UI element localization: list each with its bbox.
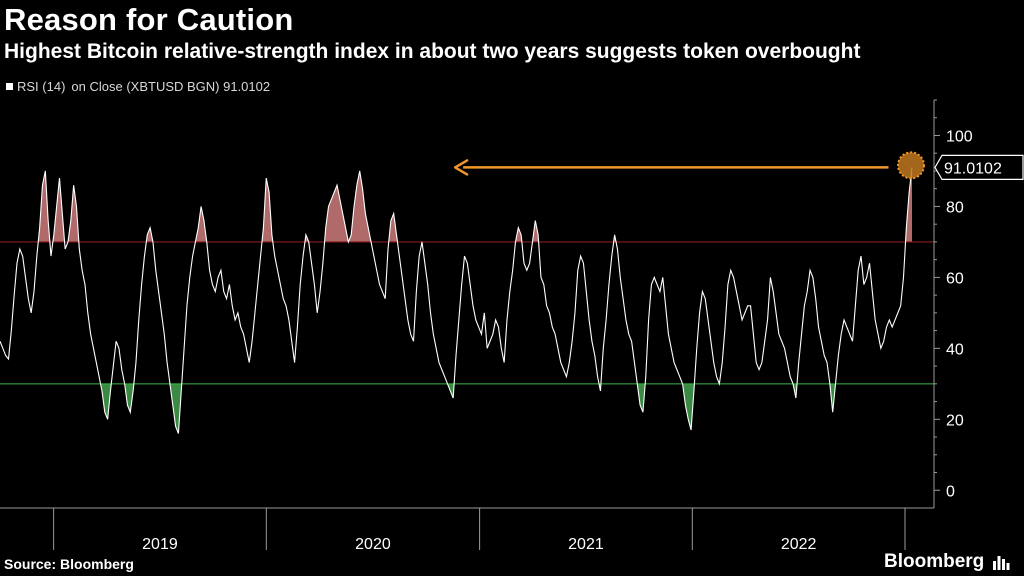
brand-name: Bloomberg (884, 551, 985, 572)
rsi-series-line (0, 167, 913, 434)
brand-logo: Bloomberg (884, 551, 1010, 573)
legend-swatch (6, 83, 13, 90)
chart-legend: RSI (14) on Close (XBTUSD BGN) 91.0102 (6, 79, 270, 94)
arrow-head-icon (453, 159, 469, 176)
oversold-area (100, 383, 836, 434)
y-tick-label: 100 (946, 128, 973, 145)
y-tick-label: 80 (946, 199, 964, 216)
y-tick-label: 0 (946, 483, 955, 500)
rsi-line-chart: 0 20 40 60 80 100 2019 2020 2021 2022 91.0102 (0, 99, 1024, 552)
legend-series-label: RSI (14) (17, 79, 66, 94)
x-tick-label: 2022 (781, 536, 817, 552)
latest-value-annotation: 91.0102 (453, 151, 1024, 180)
bloomberg-logo-icon (993, 556, 1010, 570)
x-axis-year-labels: 2019 2020 2021 2022 (142, 536, 816, 552)
latest-value-callout (934, 154, 1024, 180)
chart-title: Reason for Caution (4, 2, 294, 37)
x-axis-ticks (53, 508, 906, 550)
y-axis-ticks: 0 20 40 60 80 100 (934, 99, 973, 500)
y-tick-label: 20 (946, 412, 964, 429)
overbought-area (38, 167, 912, 242)
y-tick-label: 40 (946, 341, 964, 358)
x-tick-label: 2019 (142, 536, 178, 552)
y-tick-label: 60 (946, 270, 964, 287)
source-note: Source: Bloomberg (4, 556, 134, 572)
chart-subtitle: Highest Bitcoin relative-strength index … (4, 40, 861, 63)
latest-value-label: 91.0102 (944, 160, 1002, 177)
legend-detail-label: on Close (XBTUSD BGN) 91.0102 (71, 79, 271, 94)
latest-value-marker (897, 151, 925, 180)
x-tick-label: 2021 (568, 536, 604, 552)
x-tick-label: 2020 (355, 536, 391, 552)
